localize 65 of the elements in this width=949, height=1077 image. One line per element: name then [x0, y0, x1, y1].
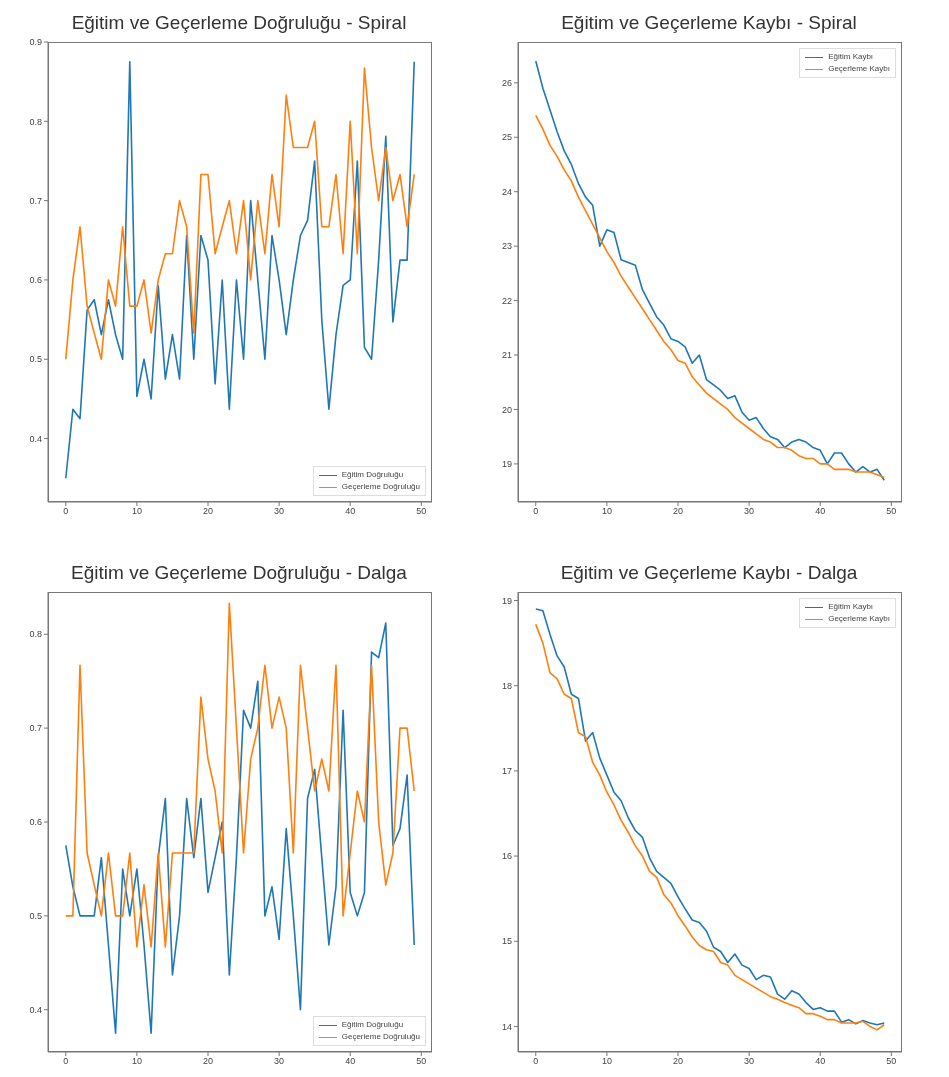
y-tick-label: 22: [501, 295, 512, 306]
x-tick-label: 0: [533, 1056, 539, 1067]
legend-label: Eğitim Doğruluğu: [341, 469, 404, 481]
y-tick-label: 0.5: [29, 911, 42, 922]
x-tick-label: 30: [744, 506, 755, 517]
legend-label: Geçerleme Kaybı: [828, 613, 890, 625]
y-tick-label: 25: [501, 132, 512, 143]
x-tick-label: 30: [744, 1056, 755, 1067]
chart-title: Eğitim ve Geçerleme Doğruluğu - Spiral: [70, 11, 408, 35]
line-series: [64, 67, 416, 361]
y-tick-label: 0.4: [29, 1004, 42, 1015]
x-tick-label: 10: [131, 1056, 142, 1067]
y-tick-label: 0.7: [29, 723, 42, 734]
x-tick-label: 0: [63, 1056, 69, 1067]
y-tick-label: 0.8: [29, 629, 42, 640]
legend-label: Geçerleme Kaybı: [828, 63, 890, 75]
x-tick-label: 20: [202, 1056, 214, 1067]
legend-label: Geçerleme Doğruluğu: [341, 481, 420, 493]
x-tick-label: 40: [345, 1056, 356, 1067]
chart-title: Eğitim ve Geçerleme Doğruluğu - Dalga: [70, 561, 408, 585]
y-tick-label: 0.6: [29, 817, 42, 828]
chart-title: Eğitim ve Geçerleme Kaybı - Spiral: [560, 11, 858, 35]
y-tick-label: 14: [501, 1021, 512, 1032]
line-series: [64, 61, 416, 480]
y-tick-label: 24: [501, 186, 512, 197]
x-tick-label: 0: [63, 506, 69, 517]
y-tick-label: 17: [501, 766, 512, 777]
y-tick-label: 15: [501, 936, 512, 947]
y-tick-label: 16: [501, 851, 512, 862]
y-tick-label: 0.9: [29, 37, 42, 48]
x-tick-label: 50: [886, 506, 897, 517]
y-tick-label: 0.8: [29, 116, 42, 127]
y-tick-label: 20: [501, 404, 512, 415]
y-tick-label: 19: [501, 595, 512, 606]
y-tick-label: 0.5: [29, 354, 42, 365]
x-tick-label: 50: [416, 506, 427, 517]
line-series: [64, 602, 416, 948]
y-tick-label: 21: [501, 350, 512, 361]
x-tick-label: 10: [601, 506, 612, 517]
x-tick-label: 40: [345, 506, 356, 517]
x-tick-label: 40: [815, 1056, 826, 1067]
x-tick-label: 30: [274, 506, 285, 517]
x-tick-label: 20: [672, 1056, 684, 1067]
x-tick-label: 50: [886, 1056, 897, 1067]
x-tick-label: 20: [672, 506, 684, 517]
x-tick-label: 30: [274, 1056, 285, 1067]
y-tick-label: 18: [501, 680, 512, 691]
y-tick-label: 19: [501, 459, 512, 470]
x-tick-label: 0: [533, 506, 539, 517]
x-tick-label: 20: [202, 506, 214, 517]
line-series: [64, 622, 416, 1035]
legend-label: Eğitim Kaybı: [828, 601, 874, 613]
y-tick-label: 0.4: [29, 433, 42, 444]
y-tick-label: 23: [501, 241, 512, 252]
x-tick-label: 10: [131, 506, 142, 517]
y-tick-label: 0.6: [29, 275, 42, 286]
x-tick-label: 10: [601, 1056, 612, 1067]
x-tick-label: 40: [815, 506, 826, 517]
chart-title: Eğitim ve Geçerleme Kaybı - Dalga: [559, 561, 859, 585]
legend-label: Geçerleme Doğruluğu: [341, 1031, 420, 1043]
legend-label: Eğitim Doğruluğu: [341, 1019, 404, 1031]
y-tick-label: 0.7: [29, 195, 42, 206]
legend-label: Eğitim Kaybı: [828, 51, 874, 63]
y-tick-label: 26: [501, 78, 512, 89]
x-tick-label: 50: [416, 1056, 427, 1067]
